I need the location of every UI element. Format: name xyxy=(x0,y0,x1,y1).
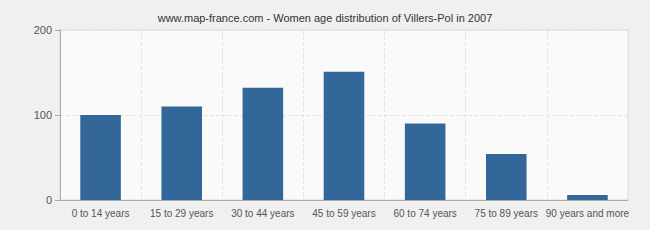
svg-text:60 to 74 years: 60 to 74 years xyxy=(393,208,456,219)
svg-text:75 to 89 years: 75 to 89 years xyxy=(475,208,538,219)
svg-text:15 to 29 years: 15 to 29 years xyxy=(150,208,213,219)
svg-text:0 to 14 years: 0 to 14 years xyxy=(72,208,130,219)
svg-text:100: 100 xyxy=(34,109,52,121)
svg-text:90 years and more: 90 years and more xyxy=(546,208,630,219)
svg-text:www.map-france.com - Women age: www.map-france.com - Women age distribut… xyxy=(157,12,493,24)
svg-text:200: 200 xyxy=(34,24,52,36)
svg-text:30 to 44 years: 30 to 44 years xyxy=(231,208,294,219)
svg-text:0: 0 xyxy=(46,194,52,206)
svg-text:45 to 59 years: 45 to 59 years xyxy=(312,208,375,219)
